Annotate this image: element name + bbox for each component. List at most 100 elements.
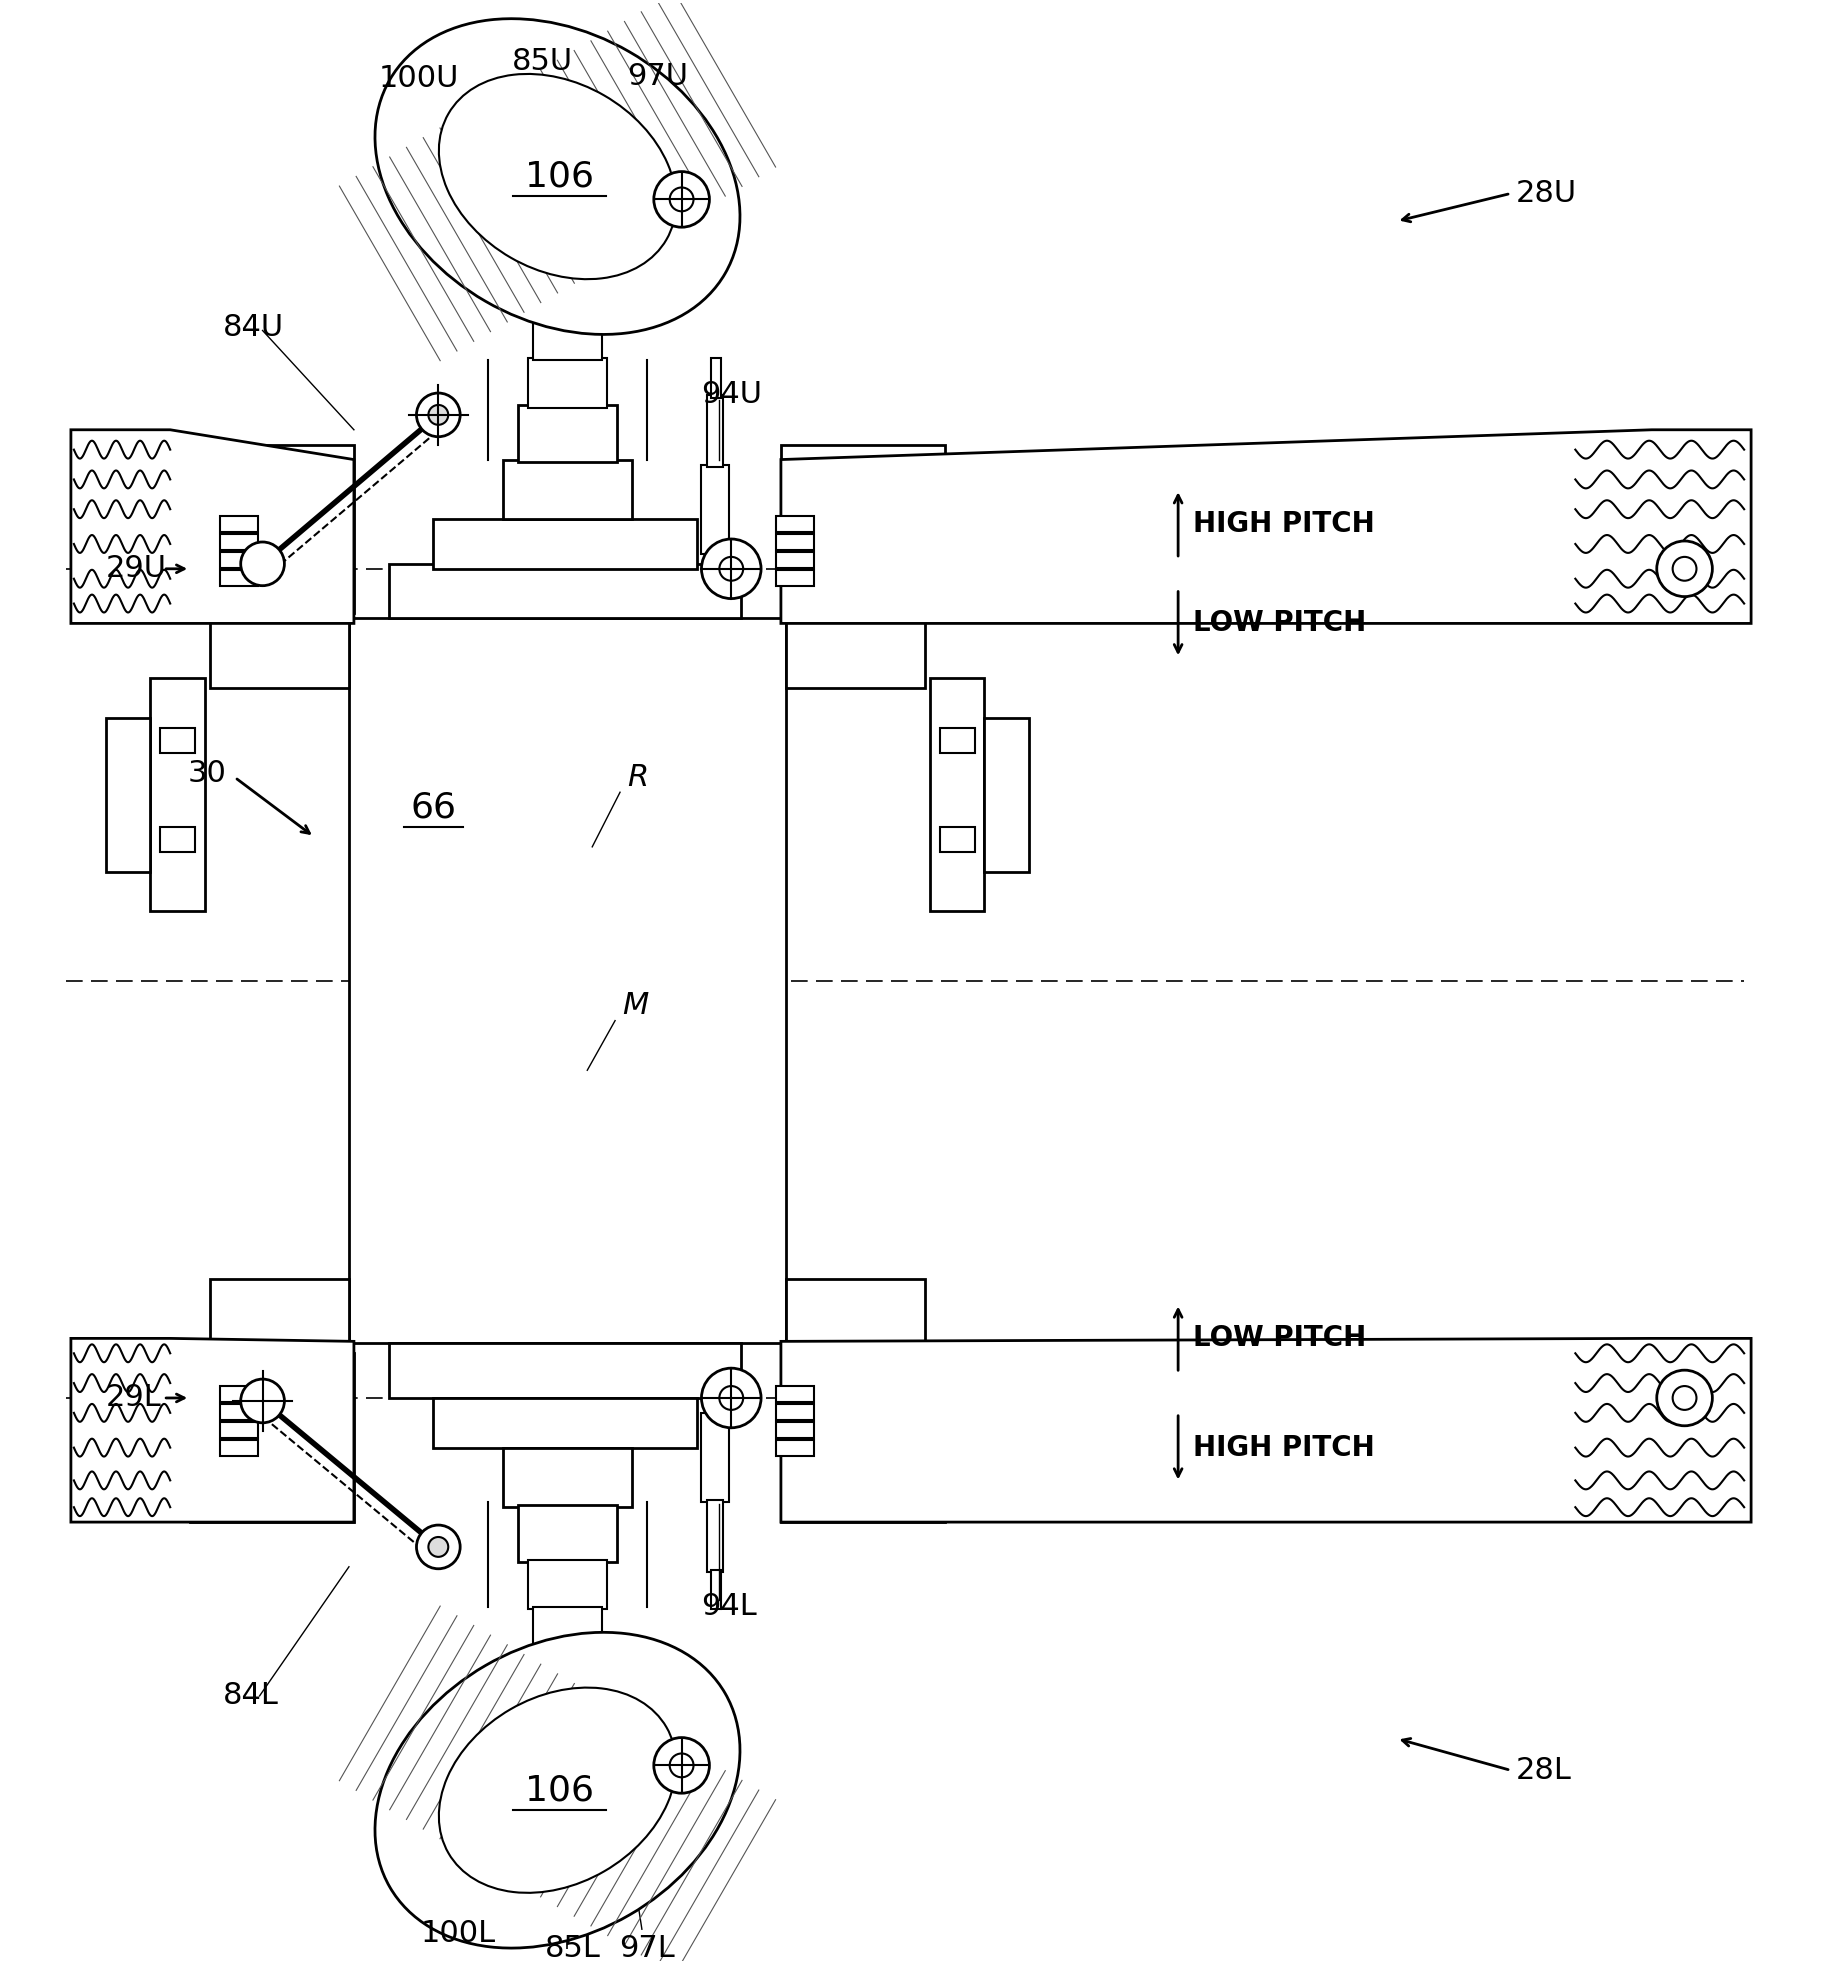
Bar <box>222 1307 261 1327</box>
Bar <box>776 552 814 568</box>
Circle shape <box>241 1378 284 1422</box>
Text: 85L: 85L <box>545 1935 599 1964</box>
Bar <box>517 404 618 461</box>
Text: HIGH PITCH: HIGH PITCH <box>1193 511 1376 538</box>
Circle shape <box>654 172 709 227</box>
Bar <box>858 590 918 619</box>
Text: 100U: 100U <box>379 65 459 93</box>
Bar <box>210 1278 350 1353</box>
Bar <box>543 280 592 312</box>
Bar <box>776 1440 814 1455</box>
Circle shape <box>1673 556 1696 580</box>
Text: M: M <box>621 992 649 1020</box>
Bar <box>532 1607 601 1656</box>
Text: 85U: 85U <box>512 47 574 77</box>
Bar <box>528 1560 607 1609</box>
Circle shape <box>241 542 284 586</box>
Text: 29U: 29U <box>106 554 166 584</box>
Bar <box>220 534 257 550</box>
Text: R: R <box>627 763 649 793</box>
Bar <box>215 1349 275 1378</box>
Bar <box>776 534 814 550</box>
Text: 94U: 94U <box>701 381 762 408</box>
Text: 106: 106 <box>525 1773 594 1806</box>
Bar <box>220 552 257 568</box>
Polygon shape <box>71 1339 353 1522</box>
Text: 94L: 94L <box>701 1591 758 1621</box>
Text: HIGH PITCH: HIGH PITCH <box>1193 1434 1376 1461</box>
Bar <box>548 252 587 280</box>
Text: 84L: 84L <box>222 1680 279 1710</box>
Bar <box>776 517 814 532</box>
Polygon shape <box>71 430 353 623</box>
Bar <box>106 718 151 872</box>
Bar <box>548 1678 587 1708</box>
Ellipse shape <box>439 1688 676 1893</box>
Bar <box>220 570 257 586</box>
Bar <box>215 590 275 619</box>
Circle shape <box>720 1386 743 1410</box>
Bar <box>782 1353 946 1522</box>
Text: 100L: 100L <box>421 1919 496 1948</box>
Bar <box>222 639 261 659</box>
Bar <box>220 1386 257 1402</box>
Bar <box>785 613 926 688</box>
Circle shape <box>654 1737 709 1793</box>
Text: 84U: 84U <box>222 314 284 341</box>
Circle shape <box>417 1524 461 1570</box>
Polygon shape <box>782 430 1751 623</box>
Bar <box>517 1505 618 1562</box>
Bar <box>388 1343 742 1398</box>
Ellipse shape <box>439 73 676 280</box>
Bar <box>871 639 907 659</box>
Bar <box>865 617 911 641</box>
Circle shape <box>720 556 743 580</box>
Bar <box>871 1307 907 1327</box>
Bar <box>503 1447 632 1507</box>
Bar <box>220 1440 257 1455</box>
Bar <box>220 1422 257 1438</box>
Bar <box>940 826 975 852</box>
Text: LOW PITCH: LOW PITCH <box>1193 609 1366 637</box>
Ellipse shape <box>375 1633 740 1948</box>
Bar <box>220 1404 257 1420</box>
Bar <box>701 1412 729 1503</box>
Circle shape <box>670 187 694 211</box>
Circle shape <box>1656 540 1713 598</box>
Circle shape <box>428 1536 448 1556</box>
Bar <box>528 359 607 408</box>
Bar <box>434 1398 696 1447</box>
Bar <box>210 613 350 688</box>
Bar <box>776 1404 814 1420</box>
Bar <box>160 826 195 852</box>
Bar <box>189 1353 353 1522</box>
Circle shape <box>670 1753 694 1777</box>
Text: 28L: 28L <box>1516 1755 1572 1785</box>
Circle shape <box>1673 1386 1696 1410</box>
Bar <box>543 1651 592 1680</box>
Bar <box>160 728 195 753</box>
Text: 106: 106 <box>525 160 594 193</box>
Bar <box>940 728 975 753</box>
Text: 97L: 97L <box>619 1935 674 1964</box>
Bar <box>711 1570 722 1609</box>
Bar <box>220 617 264 641</box>
Circle shape <box>417 392 461 436</box>
Bar <box>550 227 585 254</box>
Ellipse shape <box>375 18 740 335</box>
Bar <box>785 1278 926 1353</box>
Polygon shape <box>782 1339 1751 1522</box>
Bar <box>711 359 722 398</box>
Bar <box>865 1325 911 1351</box>
Bar <box>782 444 946 613</box>
Text: 30: 30 <box>188 759 226 789</box>
Circle shape <box>701 538 762 599</box>
Bar <box>701 465 729 554</box>
Text: LOW PITCH: LOW PITCH <box>1193 1325 1366 1353</box>
Bar <box>220 517 257 532</box>
Bar <box>434 519 696 568</box>
Bar <box>707 1501 723 1572</box>
Bar <box>707 394 723 467</box>
Circle shape <box>428 404 448 424</box>
Circle shape <box>1656 1371 1713 1426</box>
